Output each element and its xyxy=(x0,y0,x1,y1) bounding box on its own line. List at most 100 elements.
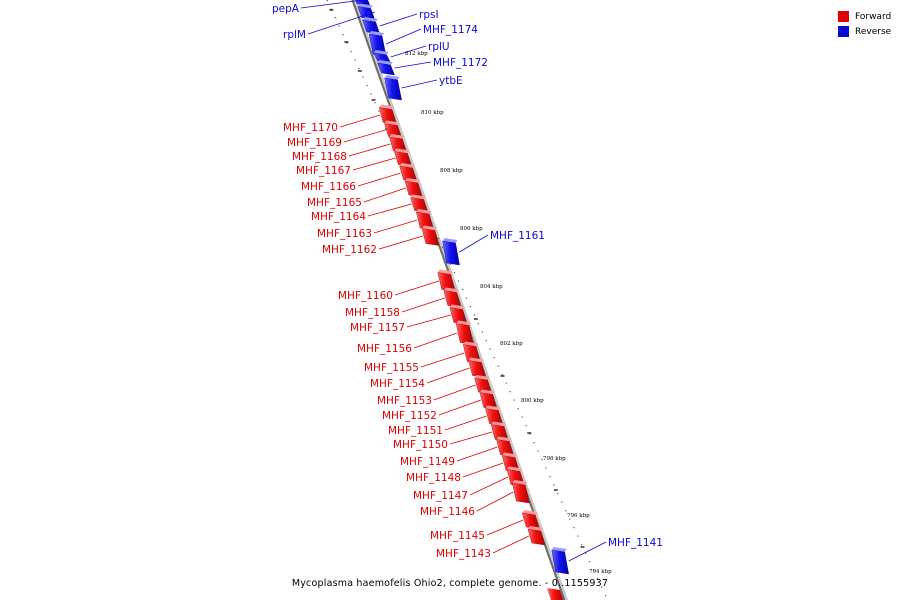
gene-MHF_1162[interactable] xyxy=(421,225,440,246)
gene-connector xyxy=(476,491,514,512)
gene-label-MHF_1147: MHF_1147 xyxy=(413,490,468,502)
genome-caption: Mycoplasma haemofelis Ohio2, complete ge… xyxy=(291,578,609,589)
gene-label-MHF_1164: MHF_1164 xyxy=(311,211,366,223)
gene-label-MHF_1156: MHF_1156 xyxy=(357,343,412,355)
gene-label-MHF_1165: MHF_1165 xyxy=(307,197,362,209)
gene-label-rplU: rplU xyxy=(428,41,450,53)
gene-connector xyxy=(343,129,386,143)
gene-MHF_1164[interactable] xyxy=(410,194,428,213)
gene-label-MHF_1145: MHF_1145 xyxy=(430,530,485,542)
gene-label-MHF_1161: MHF_1161 xyxy=(490,230,545,242)
gene-MHF_1153[interactable] xyxy=(474,375,492,395)
gene-ytbE[interactable] xyxy=(384,75,402,101)
gene-connector xyxy=(568,541,607,562)
gene-connector xyxy=(444,415,487,431)
gene-connector xyxy=(462,462,504,478)
gene-connector xyxy=(348,143,391,157)
scale-tick-label: 800 kbp xyxy=(521,398,544,404)
gene-MHF_1170[interactable] xyxy=(378,104,397,125)
scale-tick-label: 796 kbp xyxy=(567,513,590,519)
gene-connector xyxy=(379,13,418,27)
scale-tick-label: 802 kbp xyxy=(500,341,523,347)
gene-connector xyxy=(394,280,439,296)
gene-connector xyxy=(420,352,465,368)
gene-label-MHF_1162: MHF_1162 xyxy=(322,244,377,256)
gene-connector xyxy=(401,297,445,313)
gene-connector xyxy=(459,234,489,253)
gene-MHF_1169[interactable] xyxy=(384,120,402,139)
gene-connector xyxy=(492,535,530,554)
gene-label-rpsI: rpsI xyxy=(419,9,439,21)
gene-label-MHF_1152: MHF_1152 xyxy=(382,410,437,422)
scale-tick-label: 806 kbp xyxy=(460,226,483,232)
gene-connector xyxy=(413,332,458,349)
legend: Forward Reverse xyxy=(838,9,891,39)
legend-reverse: Reverse xyxy=(838,24,891,39)
gene-MHF_1172[interactable] xyxy=(377,60,395,76)
gene-MHF_1154[interactable] xyxy=(468,357,486,378)
gene-label-MHF_1174: MHF_1174 xyxy=(423,24,478,36)
gene-connector xyxy=(390,45,427,58)
gene-connector xyxy=(401,79,438,89)
gene-label-rplM: rplM xyxy=(283,29,306,41)
scale-tick-label: 808 kbp xyxy=(440,168,463,174)
gene-connector xyxy=(385,28,422,45)
gene-label-MHF_1141: MHF_1141 xyxy=(608,537,663,549)
gene-connector xyxy=(426,367,470,384)
gene-label-MHF_1154: MHF_1154 xyxy=(370,378,425,390)
gene-connector xyxy=(307,11,375,35)
legend-forward: Forward xyxy=(838,9,891,24)
gene-connector xyxy=(300,0,366,9)
gene-label-MHF_1169: MHF_1169 xyxy=(287,137,342,149)
gene-label-MHF_1143: MHF_1143 xyxy=(436,548,491,560)
gene-label-MHF_1163: MHF_1163 xyxy=(317,228,372,240)
scale-tick-label: 810 kbp xyxy=(421,110,444,116)
gene-connector xyxy=(394,61,432,69)
gene-label-MHF_1168: MHF_1168 xyxy=(292,151,347,163)
gene-label-pepA: pepA xyxy=(272,3,300,15)
gene-continuation xyxy=(546,588,564,600)
gene-label-MHF_1157: MHF_1157 xyxy=(350,322,405,334)
gene-connector xyxy=(367,203,412,217)
gene-connector xyxy=(449,431,493,445)
gene-label-MHF_1151: MHF_1151 xyxy=(388,425,443,437)
gene-connector xyxy=(433,384,476,401)
gene-label-ytbE: ytbE xyxy=(439,75,463,87)
gene-MHF_1160[interactable] xyxy=(437,269,456,292)
forward-swatch xyxy=(838,11,849,22)
gene-connector xyxy=(486,519,524,536)
legend-reverse-label: Reverse xyxy=(855,26,892,37)
scale-tick-label: 812 kbp xyxy=(405,51,428,57)
gene-MHF_1152[interactable] xyxy=(479,389,498,410)
gene-label-MHF_1153: MHF_1153 xyxy=(377,395,432,407)
gene-label-MHF_1148: MHF_1148 xyxy=(406,472,461,484)
gene-label-MHF_1167: MHF_1167 xyxy=(296,165,351,177)
gene-connector xyxy=(456,446,498,462)
gene-MHF_1156[interactable] xyxy=(455,320,474,345)
gene-MHF_1146[interactable] xyxy=(512,480,530,504)
gene-MHF_1141[interactable] xyxy=(551,547,569,575)
gene-label-MHF_1166: MHF_1166 xyxy=(301,181,356,193)
gene-MHF_1158[interactable] xyxy=(443,287,462,308)
gene-MHF_1163[interactable] xyxy=(415,209,434,231)
gene-label-MHF_1155: MHF_1155 xyxy=(364,362,419,374)
gene-label-MHF_1170: MHF_1170 xyxy=(283,122,338,134)
gene-label-MHF_1146: MHF_1146 xyxy=(420,506,475,518)
gene-MHF_1161[interactable] xyxy=(442,238,460,266)
gene-rplU[interactable] xyxy=(373,50,392,64)
gene-connector xyxy=(406,314,451,328)
gene-connector xyxy=(339,114,381,128)
gene-label-MHF_1160: MHF_1160 xyxy=(338,290,393,302)
gene-MHF_1166[interactable] xyxy=(399,163,417,183)
gene-connector xyxy=(373,219,418,234)
gene-label-MHF_1150: MHF_1150 xyxy=(393,439,448,451)
gene-connector xyxy=(378,235,424,250)
gene-label-MHF_1158: MHF_1158 xyxy=(345,307,400,319)
gene-connector xyxy=(352,157,396,171)
gene-MHF_1143[interactable] xyxy=(527,526,546,546)
legend-forward-label: Forward xyxy=(855,11,892,22)
reverse-swatch xyxy=(838,26,849,37)
gene-MHF_1157[interactable] xyxy=(449,304,468,325)
